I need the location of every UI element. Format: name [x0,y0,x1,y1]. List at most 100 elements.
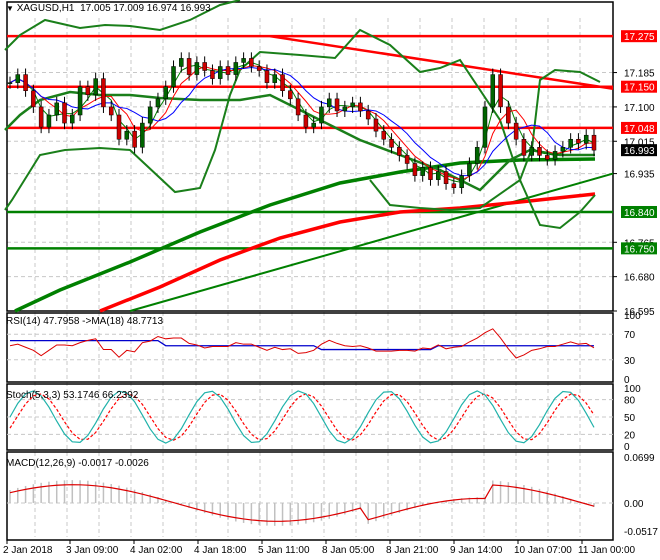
candle [474,147,480,164]
candle [583,134,589,144]
candle [264,70,270,83]
time-label: 10 Jan 07:00 [514,545,572,556]
svg-text:16.993: 16.993 [624,146,655,157]
candle [404,155,410,164]
svg-text:0: 0 [624,375,630,386]
time-label: 8 Jan 05:00 [322,545,375,556]
candle [116,114,122,140]
candle [350,102,355,108]
candle [568,138,573,148]
svg-text:50: 50 [624,413,636,424]
candle [459,175,464,188]
panel-frame [6,312,614,383]
candle [327,98,332,108]
candle [373,118,379,132]
svg-text:17.275: 17.275 [624,32,655,43]
symbol-label: XAGUSD,H1 [16,3,75,14]
candle [124,130,130,140]
svg-text:70: 70 [624,330,636,341]
price-tag [621,144,657,157]
candle [210,70,215,79]
candle [451,183,457,188]
candle [295,98,301,116]
svg-text:16.680: 16.680 [624,273,655,284]
candle [256,66,262,71]
stoch-signal-line [9,393,595,441]
svg-text:-0.0517: -0.0517 [624,527,658,538]
resistance-trendline[interactable] [269,34,614,90]
candles [7,52,597,194]
time-label: 4 Jan 18:00 [194,545,247,556]
candle [241,58,246,63]
time-label: 8 Jan 21:00 [386,545,439,556]
candle [194,62,200,75]
ma-short-red [9,65,595,181]
svg-text:0: 0 [624,442,630,453]
candle [280,74,285,91]
candle [513,122,519,140]
triangle-down-icon[interactable]: ▼ [6,4,14,13]
stoch-title: Stoch(5,3,3) 53.1746 66.2392 [6,390,139,401]
price-tag [621,205,657,218]
support-trendline[interactable] [129,172,614,312]
candle [521,138,527,156]
candle [108,106,114,116]
svg-text:17.150: 17.150 [624,83,655,94]
candle [529,147,534,156]
candle [537,147,542,156]
candle [342,106,348,112]
candle [412,163,418,176]
candle [490,74,496,108]
candle [179,58,184,67]
ma-green-long-line [14,157,596,313]
svg-text:16.750: 16.750 [624,244,655,255]
candle [358,102,363,112]
candle [467,163,472,176]
candle [319,106,324,124]
candle [70,114,75,124]
ohlc-values: 17.005 17.009 16.974 16.993 [80,3,211,14]
svg-text:16.595: 16.595 [624,307,655,318]
candle [552,151,558,160]
candle [420,167,425,176]
svg-text:17.048: 17.048 [624,124,655,135]
candle [381,130,387,140]
svg-text:100: 100 [624,311,641,322]
svg-text:80: 80 [624,396,636,407]
candle [85,86,91,96]
macd-signal-line [9,484,595,522]
candle [202,62,207,71]
candle [482,106,488,148]
candle [46,114,52,128]
panel-frame [6,451,614,541]
price-tag [621,30,657,43]
candle [545,155,550,160]
candle [132,130,137,148]
candle [23,74,28,91]
candle [389,138,394,148]
candle [272,74,277,83]
chart-title: ▼ XAGUSD,H1 17.005 17.009 16.974 16.993 [6,3,211,14]
candle [233,62,239,75]
time-label: 5 Jan 11:00 [258,545,310,556]
time-label: 11 Jan 00:00 [578,545,636,556]
candle [54,102,59,116]
candle [101,78,106,108]
panel-frame [6,1,614,312]
candle [31,90,36,108]
svg-text:17.015: 17.015 [624,137,655,148]
candle [591,134,597,151]
rsi-ma-line [10,339,594,351]
candle [288,90,293,100]
candle [560,147,566,152]
candle [77,86,83,116]
svg-text:30: 30 [624,356,636,367]
rsi-title: RSI(14) 47.7958 ->MA(18) 48.7713 [6,316,164,327]
candle [38,106,44,128]
bollinger-middle [4,90,595,192]
stoch-main-line [9,390,595,444]
svg-text:16.840: 16.840 [624,208,655,219]
candle [365,110,371,120]
svg-text:20: 20 [624,430,636,441]
